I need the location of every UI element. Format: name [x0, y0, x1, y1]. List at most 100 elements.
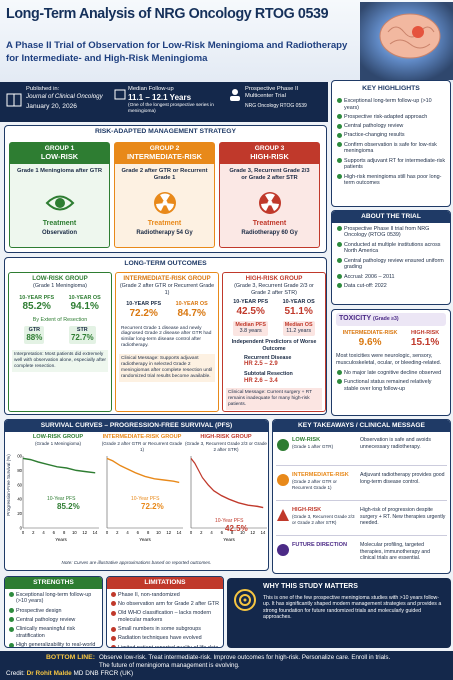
- os-value: 94.1%: [70, 301, 99, 313]
- y-tick-label: 0: [20, 526, 23, 531]
- followup-note: (One of the longest prospective series i…: [128, 103, 214, 115]
- x-tick-label: 8: [231, 530, 234, 535]
- treatment-label: Treatment: [252, 219, 287, 227]
- list-item: Data cut-off: 2022: [336, 283, 446, 290]
- os-label: 10-YEAR OS: [68, 294, 101, 301]
- x-axis-label: Years: [139, 537, 151, 542]
- x-tick-label: 10: [72, 530, 77, 535]
- pfs-value: 85.2%: [57, 502, 80, 511]
- published-label: Published in:: [26, 86, 60, 92]
- median-os-label: Median OS: [284, 321, 313, 328]
- toxicity: TOXICITY (Grade ≥3) INTERMEDIATE-RISK 9.6…: [331, 309, 451, 416]
- group-icon: [153, 191, 176, 214]
- group-header: GROUP 3 HIGH-RISK: [220, 143, 319, 164]
- group-sub: (Grade 2 after GTR or Recurrent Grade 1): [119, 282, 215, 296]
- takeaway-row: LOW-RISK (Grade 1 after GTR) Observation i…: [276, 434, 447, 466]
- takeaway-text: Adjuvant radiotherapy provides good long…: [360, 472, 445, 485]
- resection-label: By Extent of Resection: [32, 316, 88, 323]
- group-criteria: Grade 3, Recurrent Grade 2/3 or Grade 2 …: [229, 167, 310, 182]
- panel-sub: (Grade 2 after GTR or Recurrent Grade 1): [101, 440, 183, 452]
- high-label: HIGH-RISK: [410, 329, 440, 336]
- x-tick-label: 12: [166, 530, 171, 535]
- x-tick-label: 4: [210, 530, 213, 535]
- survival-curves: SURVIVAL CURVES – PROGRESSION-FREE SURVI…: [4, 419, 269, 571]
- group-sub: (Grade 1 after GTR): [292, 443, 334, 449]
- interpretation: Interpretation: Most patients did extrem…: [12, 350, 108, 373]
- os-value: 84.7%: [177, 308, 206, 319]
- curve-panel: INTERMEDIATE-RISK GROUP (Grade 2 after GT…: [101, 434, 183, 558]
- trial-info: Prospective Phase II Multicenter Trial N…: [245, 86, 325, 110]
- list-item: Accrual: 2006 – 2011: [336, 274, 446, 281]
- predictors-label: Independent Predictors of Worse Outcome: [231, 339, 317, 352]
- list-item: Old WHO classification – lacks modern mo…: [110, 610, 220, 624]
- list-item: Practice-changing results: [336, 132, 446, 139]
- strengths: STRENGTHS Exceptional long-term follow-u…: [4, 576, 103, 648]
- predictor-value: HR 2.6 – 3.4: [244, 377, 278, 384]
- grade: (Grade ≥3): [372, 316, 399, 322]
- list-item: Confirm observation is safe for low-risk…: [336, 142, 446, 156]
- list-item: Limited patient-reported quality of life…: [110, 645, 220, 647]
- y-tick-label: 40: [17, 497, 22, 502]
- list-item: Radiation techniques have evolved: [110, 635, 220, 642]
- people-icon: [230, 89, 240, 101]
- credit-name: Dr Rohit Malde: [26, 670, 72, 677]
- median-pfs: 3.8 years: [239, 328, 262, 335]
- pfs-label: 10-Year PFS: [131, 496, 160, 502]
- group-sub: (Grade 3, Recurrent Grade 2/3 or Grade 2…: [234, 282, 314, 296]
- panel-name: HIGH-RISK GROUP: [200, 434, 252, 440]
- list-item: Conducted at multiple institutions acros…: [336, 242, 446, 256]
- info-bar: Published in: Journal of Clinical Oncolo…: [0, 82, 328, 122]
- group-name: HIGH-RISK GROUP: [245, 275, 303, 282]
- group: FUTURE DIRECTION: [292, 542, 348, 548]
- median-os: 11.2 years: [286, 328, 312, 335]
- treatment: Observation: [41, 229, 77, 236]
- list-item: No observation arm for Grade 2 after GTR: [110, 601, 220, 608]
- group-icon: [258, 191, 281, 214]
- pfs-curve: [190, 457, 264, 509]
- followup: Median Follow-up 11.1 – 12.1 Years (One …: [128, 86, 218, 115]
- pfs-label: 10-Year PFS: [215, 518, 244, 524]
- group: LOW-RISK: [292, 437, 321, 443]
- takeaway-group: LOW-RISK (Grade 1 after GTR): [292, 437, 356, 450]
- x-tick-label: 8: [147, 530, 150, 535]
- x-tick-label: 12: [82, 530, 87, 535]
- list-item: Central pathology review ensured uniform…: [336, 258, 446, 272]
- pfs-value: 72.2%: [141, 502, 164, 511]
- calendar-icon: [114, 89, 126, 100]
- takeaway-group: FUTURE DIRECTION: [292, 542, 356, 549]
- highlight-list: Exceptional long-term follow-up (>10 yea…: [336, 98, 446, 187]
- intermediate-risk-outcome: INTERMEDIATE-RISK GROUP (Grade 2 after G…: [115, 272, 219, 412]
- panel-name: INTERMEDIATE-RISK GROUP: [102, 434, 182, 440]
- takeaway-text: Molecular profiling, targeted therapies,…: [360, 542, 431, 561]
- panel-sub: (Grade 3, Recurrent Grade 2/3 or Grade 2…: [185, 440, 267, 452]
- section-title: SURVIVAL CURVES – PROGRESSION-FREE SURVI…: [5, 420, 268, 433]
- credit: Credit: Dr Rohit Malde MD DNB FRCR (UK): [6, 670, 133, 678]
- list-item: High generalizability to real-world prac…: [8, 642, 99, 647]
- str-label: STR: [76, 326, 88, 333]
- y-tick-label: 100: [17, 454, 23, 459]
- x-tick-label: 0: [106, 530, 109, 535]
- section-title: STRENGTHS: [5, 577, 102, 590]
- os-label: 10-YEAR OS: [282, 299, 315, 306]
- group-risk: LOW-RISK: [40, 151, 79, 161]
- trial-name: NRG Oncology RTOG 0539: [245, 103, 307, 110]
- book-icon: [6, 93, 22, 107]
- list-item: Prospective risk-adapted approach: [336, 114, 446, 121]
- curve-panel: LOW-RISK GROUP (Grade 1 Meningioma) 0 2 4 6 8 1…: [17, 434, 99, 558]
- list-item: Phase II, non-randomized: [110, 592, 220, 599]
- section-title: KEY TAKEAWAYS / CLINICAL MESSAGE: [273, 420, 450, 433]
- section-title: TOXICITY: [339, 315, 372, 322]
- group-icon: [45, 195, 74, 211]
- x-tick-label: 12: [250, 530, 255, 535]
- x-tick-label: 14: [93, 530, 98, 535]
- list-item: Exceptional long-term follow-up (>10 yea…: [336, 98, 446, 112]
- subtitle: A Phase II Trial of Observation for Low-…: [6, 40, 348, 64]
- y-tick-label: 20: [17, 511, 22, 516]
- group-name: INTERMEDIATE-RISK GROUP: [123, 275, 211, 282]
- list-item: Clinically meaningful risk stratificatio…: [8, 626, 99, 640]
- high-value: 15.1%: [410, 336, 440, 348]
- takeaway-icon: [277, 439, 289, 451]
- os-label: 10-YEAR OS: [175, 301, 208, 308]
- title: Long-Term Analysis of NRG Oncology RTOG …: [6, 6, 329, 22]
- pfs-label: 10-YEAR PFS: [19, 294, 55, 301]
